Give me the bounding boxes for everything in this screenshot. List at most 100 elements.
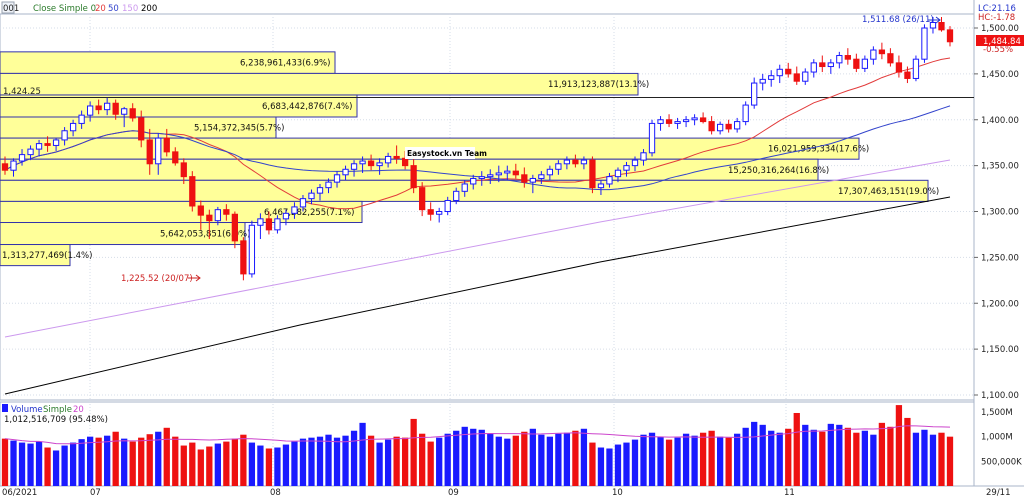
candle-body xyxy=(146,139,153,165)
candle-body xyxy=(376,162,383,167)
candle-body xyxy=(546,168,554,176)
volume-bar xyxy=(180,445,187,486)
candle-body xyxy=(725,123,732,130)
volume-bar xyxy=(95,437,102,486)
date-tick-label: 07 xyxy=(90,488,101,497)
candle-body xyxy=(887,53,894,64)
volume-bar xyxy=(257,445,264,486)
profile-label: 5,642,053,851(6.0%) xyxy=(160,230,250,240)
date-tick-label: 29/11 xyxy=(986,488,1011,497)
volume-legend: Volume Simple 20 1,012,516,709 (95.48%) xyxy=(2,404,108,425)
candle-body xyxy=(69,122,77,132)
volume-bar xyxy=(35,441,43,486)
candle-body xyxy=(10,160,17,171)
volume-bar xyxy=(86,436,94,486)
volume-tick-label: 1,000M xyxy=(981,433,1013,443)
volume-bar xyxy=(18,442,26,486)
candle-body xyxy=(793,73,800,82)
volume-bar xyxy=(342,435,349,486)
volume-bar xyxy=(291,441,298,486)
candle-body xyxy=(393,155,400,159)
candle-body xyxy=(521,174,528,183)
candle-body xyxy=(529,177,536,183)
volume-bar xyxy=(861,430,869,486)
candle-body xyxy=(35,143,43,150)
candle-body xyxy=(52,139,60,146)
price-tick-label: 1,200.00 xyxy=(981,299,1019,309)
last-price-label: 1,484.84 xyxy=(983,37,1021,47)
volume-bar xyxy=(10,440,17,486)
volume-bar xyxy=(401,437,409,486)
volume-bar xyxy=(572,430,579,486)
volume-bar xyxy=(240,434,247,486)
ma150-line xyxy=(4,159,951,338)
volume-bar xyxy=(878,422,886,486)
candle-body xyxy=(946,29,954,43)
candle-body xyxy=(316,187,324,194)
volume-bar xyxy=(819,431,826,486)
volume-bar xyxy=(870,434,877,486)
candle-body xyxy=(104,102,111,111)
volume-bar xyxy=(189,442,196,486)
volume-bar xyxy=(606,448,613,486)
volume-bar xyxy=(487,433,494,486)
volume-bar xyxy=(453,430,460,486)
candle-body xyxy=(189,176,196,207)
change-pct-label: -0.55% xyxy=(983,45,1013,55)
volume-bar xyxy=(589,442,596,486)
profile-label: 15,250,316,264(16.8%) xyxy=(728,166,829,176)
candle-body xyxy=(248,224,256,275)
candle-body xyxy=(827,62,834,68)
candle-body xyxy=(172,151,179,164)
candle-body xyxy=(299,198,307,208)
candle-body xyxy=(487,174,494,178)
volume-bar xyxy=(61,445,68,486)
volume-period: 20 xyxy=(73,405,84,415)
candle-body xyxy=(274,218,281,231)
volume-bar xyxy=(785,428,792,486)
candle-body xyxy=(895,62,903,73)
volume-bar xyxy=(248,442,256,486)
volume-bar xyxy=(78,439,85,486)
volume-bar xyxy=(546,436,554,486)
candle-body xyxy=(742,104,749,123)
volume-bar xyxy=(853,432,860,486)
volume-bar xyxy=(691,435,698,486)
candle-body xyxy=(384,155,392,164)
ma20-label[interactable]: 20 xyxy=(95,4,106,14)
date-tick-label: 09 xyxy=(448,488,459,497)
volume-bar xyxy=(734,433,741,486)
study-label[interactable]: Close Simple 0 xyxy=(33,4,96,14)
candle-body xyxy=(223,209,230,215)
candle-body xyxy=(589,159,596,189)
volume-bar xyxy=(393,436,400,486)
ma200-label[interactable]: 200 xyxy=(141,4,157,14)
volume-bar xyxy=(112,431,119,486)
price-tick-label: 1,400.00 xyxy=(981,116,1019,126)
candle-body xyxy=(563,159,571,165)
volume-bar xyxy=(350,430,358,486)
candle-body xyxy=(802,71,809,82)
symbol-label[interactable]: 001 xyxy=(3,4,19,14)
candle-body xyxy=(367,160,375,167)
ma50-label[interactable]: 50 xyxy=(108,4,119,14)
candle-body xyxy=(121,108,128,115)
volume-value: 1,012,516,709 (95.48%) xyxy=(4,415,108,425)
volume-bar xyxy=(104,435,111,486)
lc-label: LC:21.16 xyxy=(978,4,1016,14)
volume-bar xyxy=(384,439,392,486)
candle-body xyxy=(44,143,51,146)
volume-bar xyxy=(461,426,468,486)
candle-body xyxy=(878,49,886,55)
candle-body xyxy=(138,117,145,141)
candle-body xyxy=(631,159,639,167)
volume-bar xyxy=(274,447,281,486)
volume-bar xyxy=(614,444,622,486)
date-tick-label: 06/2021 xyxy=(2,488,37,497)
ma150-label[interactable]: 150 xyxy=(122,4,138,14)
candle-body xyxy=(461,183,468,192)
candle-body xyxy=(436,211,443,215)
volume-bar xyxy=(223,441,230,486)
volume-bar xyxy=(121,438,128,486)
